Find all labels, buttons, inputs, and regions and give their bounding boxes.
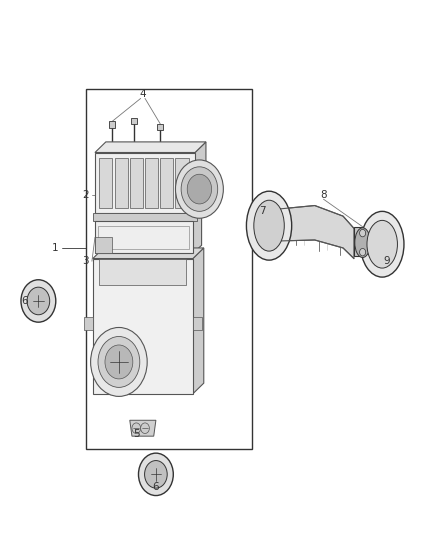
- Bar: [157, 124, 163, 130]
- Polygon shape: [93, 248, 204, 259]
- Bar: [160, 158, 173, 208]
- Text: 3: 3: [82, 256, 88, 266]
- Bar: [93, 259, 193, 394]
- Bar: [354, 227, 371, 256]
- Text: 8: 8: [320, 190, 327, 200]
- Polygon shape: [95, 214, 201, 221]
- Polygon shape: [130, 420, 156, 436]
- Ellipse shape: [254, 200, 284, 251]
- Bar: [193, 317, 201, 330]
- Ellipse shape: [247, 191, 292, 260]
- Bar: [84, 317, 93, 330]
- Bar: [99, 259, 186, 285]
- Polygon shape: [195, 142, 206, 214]
- Bar: [86, 89, 252, 449]
- Ellipse shape: [181, 167, 218, 212]
- Text: 6: 6: [152, 481, 159, 491]
- Ellipse shape: [105, 345, 133, 379]
- Bar: [93, 214, 197, 221]
- Ellipse shape: [138, 453, 173, 496]
- Ellipse shape: [187, 174, 212, 204]
- Ellipse shape: [145, 461, 167, 488]
- Bar: [130, 158, 143, 208]
- Polygon shape: [276, 206, 354, 259]
- Text: 5: 5: [133, 429, 140, 439]
- Bar: [99, 225, 189, 249]
- Text: 4: 4: [140, 89, 146, 99]
- Text: 6: 6: [21, 296, 28, 306]
- Ellipse shape: [360, 248, 366, 256]
- Polygon shape: [95, 142, 206, 152]
- Bar: [131, 118, 137, 124]
- Polygon shape: [193, 214, 201, 253]
- Text: 7: 7: [259, 206, 266, 216]
- Ellipse shape: [360, 212, 404, 277]
- Text: 9: 9: [383, 256, 390, 266]
- Bar: [176, 158, 188, 208]
- Bar: [95, 237, 113, 253]
- Text: 1: 1: [51, 243, 58, 253]
- Bar: [99, 158, 113, 208]
- Ellipse shape: [176, 160, 223, 218]
- Ellipse shape: [132, 423, 141, 433]
- Polygon shape: [193, 248, 204, 394]
- Text: 2: 2: [82, 190, 88, 200]
- Ellipse shape: [367, 220, 397, 268]
- Ellipse shape: [91, 327, 147, 397]
- Ellipse shape: [355, 228, 371, 257]
- Bar: [110, 121, 116, 127]
- Bar: [95, 152, 195, 214]
- Ellipse shape: [98, 336, 140, 387]
- Bar: [95, 221, 193, 253]
- Ellipse shape: [141, 423, 149, 433]
- Ellipse shape: [21, 280, 56, 322]
- Bar: [145, 158, 158, 208]
- Ellipse shape: [27, 287, 49, 315]
- Ellipse shape: [360, 229, 366, 237]
- Bar: [115, 158, 127, 208]
